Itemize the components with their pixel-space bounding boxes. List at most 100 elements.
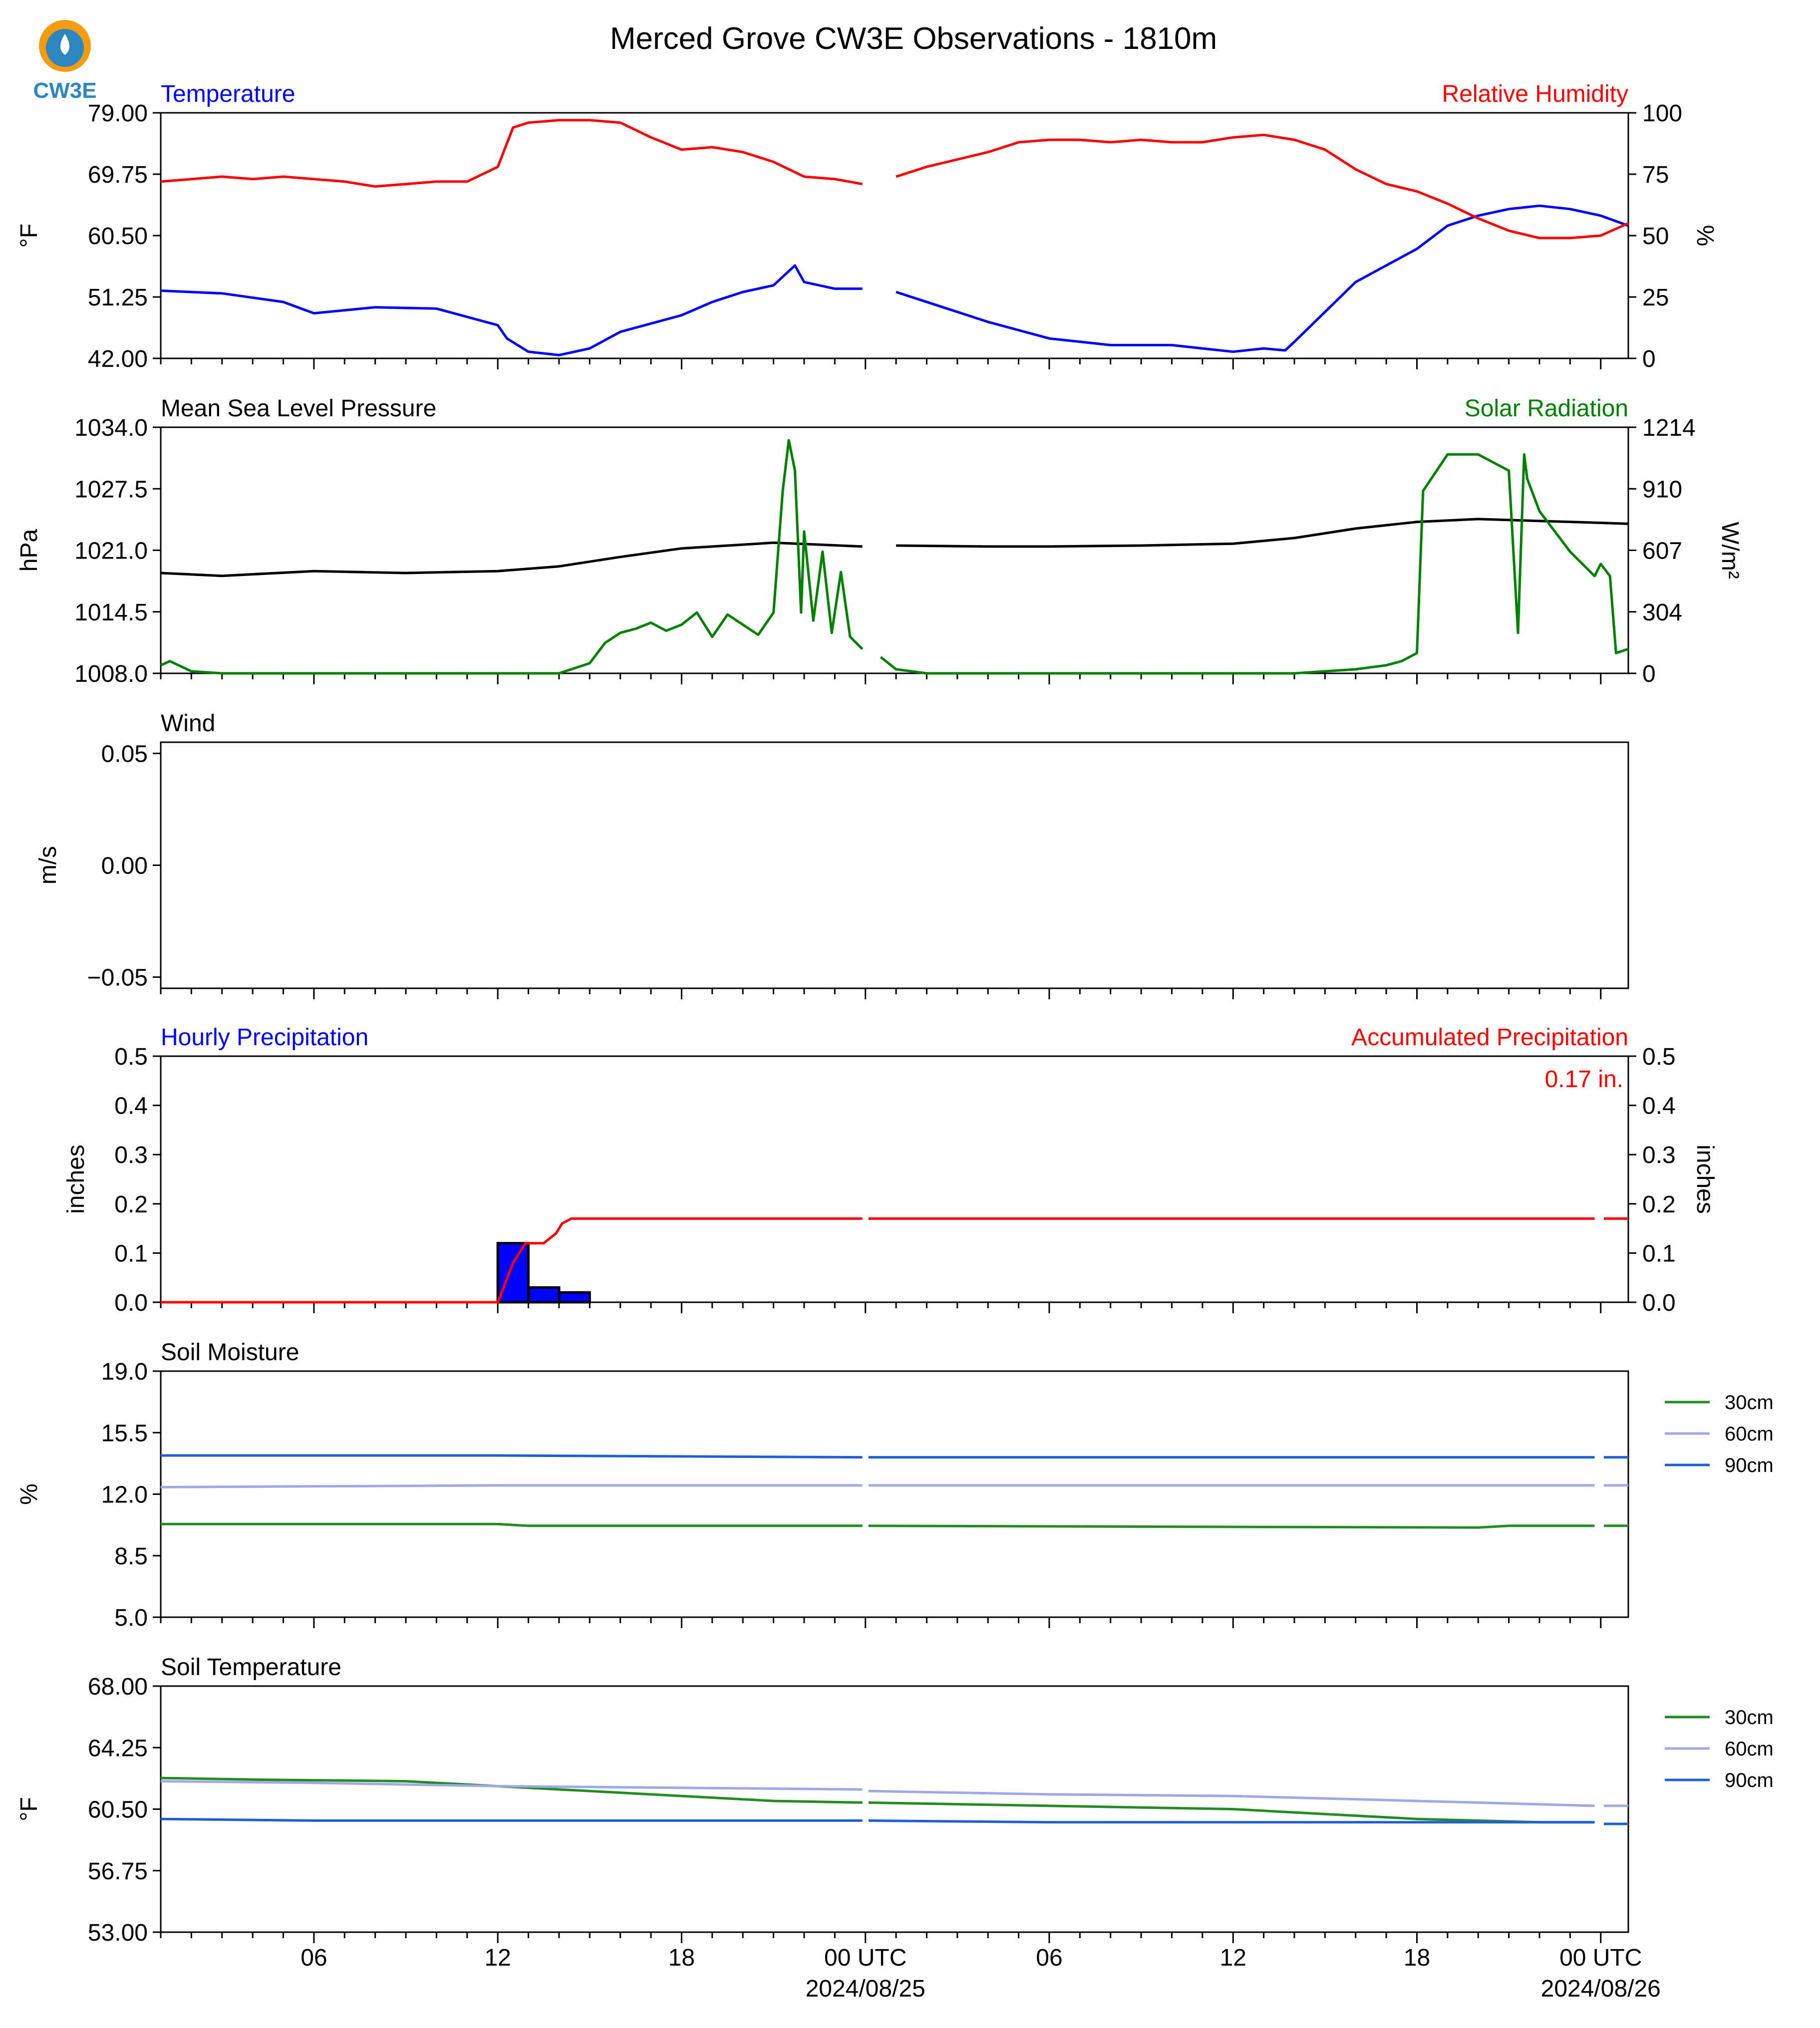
legend-label: 30cm	[1725, 1707, 1774, 1729]
series-line-30cm	[868, 1524, 1595, 1529]
plot-frame	[160, 112, 1629, 359]
logo-text: CW3E	[33, 78, 96, 103]
series-line-temperature	[160, 264, 863, 356]
series-line-30cm	[161, 1522, 863, 1527]
y-axis-label-right: inches	[1692, 1145, 1718, 1214]
panel-1: Mean Sea Level Pressure Solar Radiation 10…	[16, 395, 1743, 687]
series-line-30cm	[160, 1776, 863, 1804]
y-tick-label: 15.5	[101, 1420, 148, 1447]
panel-title-left: Mean Sea Level Pressure	[161, 395, 436, 422]
y-tick-label: −0.05	[87, 965, 148, 991]
series-line-solar-radiation	[880, 453, 1629, 675]
y-axis-label-right: %	[1692, 225, 1718, 247]
precip-bar	[558, 1291, 591, 1304]
x-date-label: 2024/08/26	[1541, 1976, 1661, 2002]
y-tick-label: 0.05	[101, 741, 148, 767]
x-tick-label: 18	[1404, 1945, 1430, 1971]
panel-title-left: Hourly Precipitation	[161, 1024, 368, 1051]
y-tick-label: 8.5	[114, 1543, 148, 1570]
panel-3: Hourly Precipitation Accumulated Precipit…	[63, 1024, 1718, 1316]
y-tick-label-right: 0.0	[1642, 1290, 1676, 1316]
y-tick-label: 0.1	[114, 1240, 148, 1267]
x-axis: 06 12 18 00 UTC 2024/08/25 06 12 18 00 UTC 2024/0…	[301, 1945, 1661, 2002]
precip-bar	[527, 1286, 561, 1304]
panel-2: Wind −0.05 0.00 0.05 m/s	[35, 710, 1629, 999]
y-tick-label: 51.25	[88, 285, 148, 311]
y-tick-label: 1014.5	[74, 599, 148, 626]
y-axis-label: inches	[63, 1145, 89, 1214]
y-tick-label-right: 0.5	[1642, 1044, 1676, 1070]
panels: Temperature Relative Humidity 42.00 51.25 60…	[16, 81, 1774, 1946]
panel-title-left: Soil Moisture	[161, 1339, 299, 1366]
logo-drop-icon	[60, 34, 69, 55]
y-tick-label: 12.0	[101, 1482, 148, 1508]
y-tick-label: 0.0	[114, 1290, 148, 1316]
plot-frame	[160, 1055, 1629, 1303]
series-line-90cm	[161, 1454, 863, 1459]
x-tick-label: 12	[1220, 1945, 1246, 1971]
y-tick-label: 0.00	[101, 853, 148, 879]
y-tick-label-right: 75	[1642, 162, 1669, 188]
panel-title-left: Temperature	[161, 81, 295, 107]
panel-5: Soil Temperature 53.00 56.75 60.50 64.25 68.0…	[16, 1654, 1774, 1946]
y-axis-label-right: W/m²	[1717, 522, 1743, 579]
series-line-relative-humidity	[160, 119, 863, 188]
series-line-90cm	[160, 1817, 863, 1822]
y-axis-label: °F	[16, 224, 42, 248]
y-axis-label: hPa	[16, 529, 42, 572]
x-date-label: 2024/08/25	[806, 1976, 925, 2002]
panel-title-right: Accumulated Precipitation	[1351, 1024, 1628, 1051]
y-tick-label: 5.0	[114, 1605, 148, 1631]
panel-title-left: Soil Temperature	[161, 1654, 341, 1681]
plot-frame	[160, 741, 1629, 989]
y-tick-label: 0.2	[114, 1191, 148, 1218]
y-tick-label: 60.50	[88, 223, 148, 250]
y-tick-label: 0.5	[114, 1044, 148, 1070]
y-axis-label: m/s	[35, 846, 61, 884]
legend-label: 60cm	[1725, 1738, 1774, 1760]
y-tick-label: 56.75	[88, 1858, 148, 1885]
y-tick-label: 60.50	[88, 1797, 148, 1823]
plot-frame	[160, 1370, 1629, 1618]
y-tick-label: 64.25	[88, 1735, 148, 1761]
y-tick-label: 1034.0	[74, 415, 148, 441]
y-tick-label-right: 0	[1642, 661, 1656, 687]
series-line-60cm	[160, 1780, 863, 1791]
series-line-solar-radiation	[160, 439, 864, 675]
x-tick-label: 12	[484, 1945, 511, 1971]
plot-frame	[160, 426, 1629, 674]
y-tick-label-right: 0.1	[1642, 1240, 1676, 1267]
y-tick-label-right: 1214	[1642, 415, 1696, 441]
y-tick-label: 19.0	[101, 1359, 148, 1385]
series-line-temperature	[896, 204, 1629, 353]
y-tick-label: 1027.5	[74, 476, 148, 503]
x-tick-label: 06	[301, 1945, 327, 1971]
y-tick-label: 69.75	[88, 162, 148, 188]
legend-label: 90cm	[1725, 1454, 1774, 1476]
legend-label: 30cm	[1725, 1392, 1774, 1414]
panel-4: Soil Moisture 5.0 8.5 12.0 15.5 19.0% 30cm 60cm…	[16, 1339, 1774, 1631]
panel-title-right: Relative Humidity	[1442, 81, 1628, 107]
y-tick-label-right: 0.4	[1642, 1093, 1676, 1120]
y-axis-label: %	[16, 1483, 42, 1505]
x-tick-label: 18	[668, 1945, 695, 1971]
series-line-60cm	[160, 1484, 863, 1488]
y-tick-label-right: 25	[1642, 285, 1669, 311]
figure-title: Merced Grove CW3E Observations - 1810m	[610, 21, 1217, 56]
y-tick-label: 1008.0	[74, 661, 148, 687]
y-tick-label: 68.00	[88, 1674, 148, 1700]
series-line-mean-sea-level-pressure	[896, 518, 1629, 548]
y-tick-label-right: 607	[1642, 538, 1682, 565]
y-tick-label: 1021.0	[74, 538, 148, 565]
legend-label: 60cm	[1725, 1423, 1774, 1445]
x-tick-label: 00 UTC	[824, 1945, 907, 1971]
y-tick-label-right: 0	[1642, 346, 1656, 372]
legend-label: 90cm	[1725, 1769, 1774, 1791]
y-tick-label: 53.00	[88, 1920, 148, 1946]
x-tick-label: 06	[1036, 1945, 1062, 1971]
series-line-30cm	[868, 1801, 1595, 1824]
y-tick-label-right: 910	[1642, 476, 1682, 503]
y-tick-label: 42.00	[88, 346, 148, 372]
panel-title-left: Wind	[161, 710, 215, 737]
series-line-60cm	[868, 1789, 1595, 1807]
